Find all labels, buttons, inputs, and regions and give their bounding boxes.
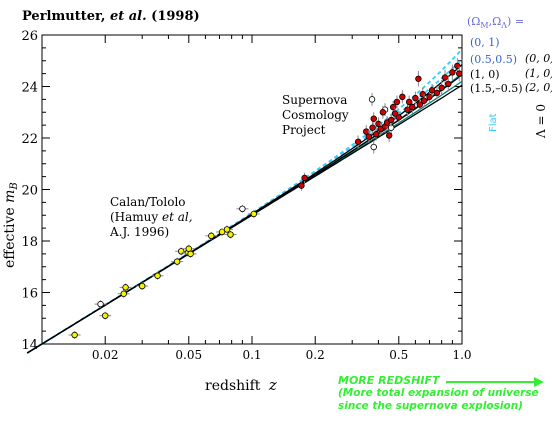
data-point bbox=[416, 101, 424, 108]
more-redshift-line-2: (More total expansion of universe bbox=[338, 387, 539, 399]
data-point bbox=[405, 98, 413, 106]
title-year: (1998) bbox=[151, 9, 199, 24]
data-point bbox=[368, 96, 376, 103]
data-point bbox=[393, 98, 401, 106]
legend-header: (ΩM,ΩΛ) = bbox=[467, 15, 524, 30]
legend: (ΩM,ΩΛ) = (0, 1) (0.5,0.5) (1, 0) (1.5,–… bbox=[467, 15, 552, 139]
y-tick-label: 26 bbox=[21, 29, 38, 44]
data-point bbox=[375, 120, 382, 128]
legend-model-2: (0.5,0.5) bbox=[470, 53, 517, 66]
model-curves bbox=[26, 48, 463, 354]
data-point bbox=[379, 109, 387, 116]
data-point bbox=[420, 97, 428, 104]
data-points bbox=[68, 58, 463, 339]
x-tick-label: 0.2 bbox=[306, 348, 325, 362]
data-point bbox=[438, 84, 445, 91]
data-point bbox=[385, 132, 393, 139]
data-point bbox=[227, 231, 234, 238]
data-point bbox=[415, 75, 422, 82]
data-point bbox=[177, 248, 185, 255]
x-tick-label: 0.1 bbox=[242, 348, 261, 362]
data-point bbox=[363, 128, 370, 135]
x-tick-label: 0.5 bbox=[389, 348, 408, 362]
data-point bbox=[250, 210, 258, 218]
scp-line-2: Cosmology bbox=[282, 108, 349, 122]
plot-frame bbox=[41, 34, 463, 345]
data-point bbox=[102, 312, 109, 319]
legend-lambda0-2: (1, 0) bbox=[525, 67, 552, 80]
title-author: Perlmutter, bbox=[22, 9, 105, 24]
data-point bbox=[301, 174, 308, 182]
data-point bbox=[298, 182, 305, 189]
data-point bbox=[441, 74, 449, 81]
data-point bbox=[138, 282, 146, 290]
data-point bbox=[445, 80, 452, 88]
data-point bbox=[433, 89, 441, 97]
data-point bbox=[173, 258, 181, 265]
data-point bbox=[449, 69, 456, 76]
data-point bbox=[409, 103, 416, 111]
data-point bbox=[387, 116, 395, 124]
data-point bbox=[428, 87, 436, 94]
model-curve bbox=[26, 48, 463, 354]
data-point bbox=[395, 114, 402, 121]
data-point bbox=[239, 205, 246, 213]
legend-model-1: (0, 1) bbox=[470, 36, 500, 49]
y-tick-label: 24 bbox=[21, 81, 38, 96]
data-point bbox=[354, 138, 362, 146]
data-point bbox=[419, 91, 426, 98]
data-point bbox=[208, 232, 215, 240]
data-point bbox=[120, 290, 127, 297]
scp-annotation: Supernova Cosmology Project bbox=[282, 93, 349, 137]
more-redshift-arrow bbox=[446, 377, 544, 387]
data-point bbox=[389, 103, 397, 111]
more-redshift-note: MORE REDSHIFT (More total expansion of u… bbox=[338, 374, 539, 413]
data-point bbox=[454, 62, 461, 70]
x-tick-label: 0.05 bbox=[175, 348, 202, 362]
calan-line-2: (Hamuy et al, bbox=[110, 210, 193, 224]
model-curve bbox=[26, 84, 463, 354]
more-redshift-line-3: since the supernova explosion) bbox=[338, 400, 523, 412]
x-axis-title: redshift z bbox=[205, 376, 277, 394]
x-tick-label: 0.02 bbox=[92, 348, 119, 362]
data-point bbox=[391, 110, 399, 117]
data-point bbox=[426, 93, 433, 100]
calan-line-1: Calan/Tololo bbox=[110, 195, 186, 209]
data-point bbox=[223, 226, 231, 233]
scp-line-3: Project bbox=[282, 123, 326, 137]
data-point bbox=[399, 93, 406, 100]
legend-model-4: (1.5,–0.5) bbox=[470, 82, 523, 95]
y-tick-label: 22 bbox=[21, 132, 38, 147]
legend-model-3: (1, 0) bbox=[470, 68, 500, 81]
data-point bbox=[370, 143, 377, 151]
legend-lambda0-1: (0, 0) bbox=[525, 52, 552, 65]
calan-line-3: A.J. 1996) bbox=[109, 225, 169, 239]
data-point bbox=[372, 130, 380, 138]
legend-lambda0-3: (2, 0) bbox=[525, 81, 552, 94]
data-point bbox=[369, 124, 376, 131]
legend-flat-label: Flat bbox=[488, 113, 499, 132]
data-point bbox=[456, 70, 463, 77]
y-tick-label: 18 bbox=[21, 235, 38, 250]
data-point bbox=[71, 331, 78, 339]
scp-line-1: Supernova bbox=[282, 93, 347, 107]
y-tick-label: 20 bbox=[21, 184, 38, 199]
calan-annotation: Calan/Tololo (Hamuy et al, A.J. 1996) bbox=[109, 195, 193, 239]
data-point bbox=[122, 284, 129, 291]
y-tick-label: 16 bbox=[21, 287, 38, 302]
title-etal: et al. bbox=[110, 9, 147, 24]
data-point bbox=[97, 300, 104, 308]
data-point bbox=[370, 115, 377, 122]
data-point bbox=[187, 250, 194, 258]
x-tick-label: 1.0 bbox=[452, 348, 471, 362]
data-point bbox=[154, 272, 161, 279]
data-point bbox=[365, 133, 373, 140]
y-axis-title: effective mB bbox=[2, 182, 20, 268]
more-redshift-label: MORE REDSHIFT bbox=[338, 374, 440, 387]
data-point bbox=[412, 94, 419, 102]
chart-title: Perlmutter, et al. (1998) bbox=[22, 9, 200, 24]
legend-lambda0-label: Λ = 0 bbox=[534, 104, 548, 139]
